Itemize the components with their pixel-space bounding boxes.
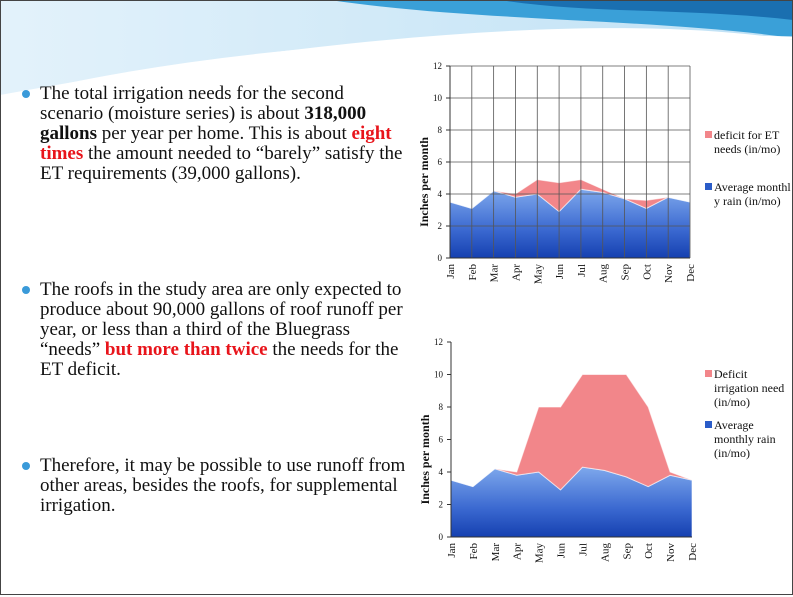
y-tick-label: 8 (438, 125, 443, 135)
x-tick-label: Oct (643, 543, 655, 559)
y-tick-label: 8 (439, 402, 444, 412)
legend-entry: Average monthl y rain (in/mo) (705, 180, 792, 208)
y-tick-label: 2 (439, 500, 444, 510)
x-tick-label: Mar (490, 543, 502, 562)
x-tick-label: Feb (467, 264, 479, 281)
x-tick-label: Feb (468, 543, 480, 560)
bullet: The roofs in the study area are only exp… (22, 280, 408, 380)
legend-label: Average monthly rain (in/mo) (714, 418, 776, 460)
y-tick-label: 10 (434, 370, 444, 380)
x-tick-label: Apr (510, 264, 522, 281)
y-tick-label: 12 (433, 61, 442, 71)
x-tick-label: Aug (599, 543, 611, 562)
x-tick-label: Jul (577, 543, 589, 556)
y-tick-label: 6 (439, 435, 444, 445)
text-run: the amount needed to “barely” satisfy th… (40, 143, 402, 184)
x-tick-label: Sep (620, 264, 632, 281)
x-tick-label: Jun (556, 543, 568, 559)
legend-label: Deficit irrigation need (in/mo) (714, 367, 784, 409)
text-run: but more than twice (105, 339, 268, 360)
x-tick-label: Apr (512, 543, 524, 560)
y-tick-label: 0 (438, 253, 443, 263)
area (451, 375, 692, 490)
slide: 0 2 4 6 8 10 12 Jan Feb Mar Apr May Jun Jul Aug Sep Oct N… (0, 0, 793, 597)
x-tick-label: May (534, 543, 546, 564)
legend-swatch (705, 131, 712, 138)
text-run: The total irrigation needs for the secon… (40, 83, 344, 124)
legend-swatch (705, 421, 712, 428)
x-tick-label: Jan (445, 264, 457, 279)
x-tick-label: Nov (663, 264, 675, 283)
bullet: Therefore, it may be possible to use run… (22, 456, 408, 516)
x-tick-label: Aug (598, 264, 610, 283)
text-run: per year per home. This is about (97, 123, 352, 144)
text-run: Therefore, it may be possible to use run… (40, 455, 405, 516)
legend-entry: Deficit irrigation need (in/mo) (705, 367, 792, 409)
x-tick-label: Oct (641, 264, 653, 280)
y-axis-label: Inches per month (418, 414, 432, 504)
y-axis-label: Inches per month (417, 137, 431, 227)
y-tick-label: 4 (439, 467, 444, 477)
x-tick-label: Dec (685, 264, 697, 282)
y-tick-label: 6 (438, 157, 443, 167)
y-tick-label: 4 (438, 189, 443, 199)
legend-swatch (705, 370, 712, 377)
legend-swatch (705, 183, 712, 190)
y-tick-label: 12 (434, 337, 443, 347)
legend-label: deficit for ET needs (in/mo) (714, 128, 780, 156)
x-tick-label: Jun (554, 264, 566, 280)
x-tick-label: Jan (446, 543, 458, 558)
legend-label: Average monthl y rain (in/mo) (714, 180, 791, 208)
y-tick-label: 10 (433, 93, 443, 103)
x-tick-label: May (532, 264, 544, 285)
x-tick-label: Dec (687, 543, 699, 561)
bullet: The total irrigation needs for the secon… (22, 84, 408, 184)
legend-entry: Average monthly rain (in/mo) (705, 418, 792, 460)
y-tick-label: 2 (438, 221, 443, 231)
x-tick-label: Nov (665, 543, 677, 562)
x-tick-label: Mar (489, 264, 501, 283)
legend-entry: deficit for ET needs (in/mo) (705, 128, 792, 156)
x-tick-label: Sep (621, 543, 633, 560)
y-tick-label: 0 (439, 532, 444, 542)
x-tick-label: Jul (576, 264, 588, 277)
